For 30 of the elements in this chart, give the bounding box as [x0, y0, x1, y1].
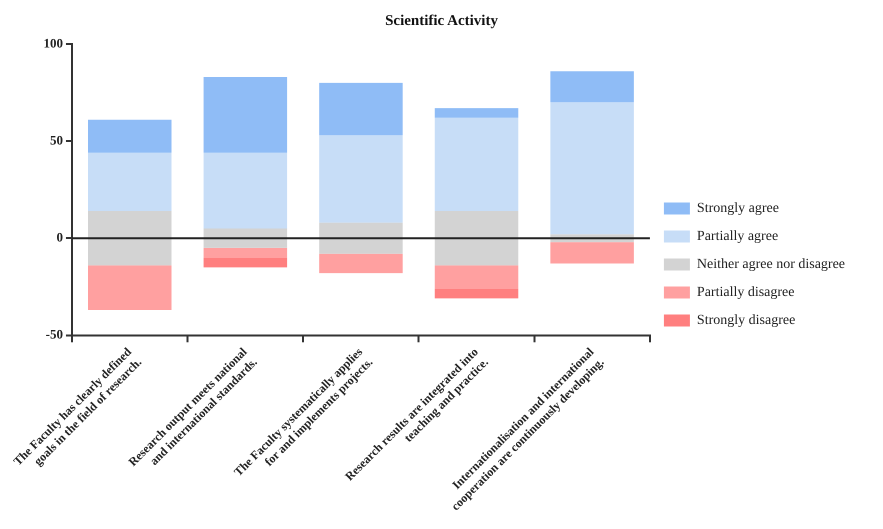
bar [204, 152, 288, 228]
bar [550, 71, 634, 102]
legend-label: Strongly agree [696, 201, 779, 216]
bar [204, 248, 288, 258]
bar [88, 265, 172, 310]
y-tick-label: 100 [43, 35, 63, 50]
y-tick-label: 0 [56, 230, 63, 245]
bar [434, 118, 518, 212]
bar [204, 77, 288, 153]
bar [204, 258, 288, 268]
bar [88, 120, 172, 153]
bar [550, 242, 634, 264]
bar [88, 152, 172, 212]
bar [434, 288, 518, 298]
chart-title: Scientific Activity [385, 12, 498, 29]
y-tick-label: -50 [46, 326, 63, 342]
bar [319, 254, 403, 274]
legend-label: Partially disagree [696, 285, 794, 300]
bar [434, 108, 518, 118]
bar [319, 135, 403, 223]
bar [319, 222, 403, 254]
bar [319, 82, 403, 136]
y-tick-label: 50 [50, 132, 63, 148]
legend-label: Partially agree [696, 229, 778, 244]
bar [550, 102, 634, 234]
legend-label: Strongly disagree [696, 313, 796, 328]
bar [88, 211, 172, 266]
bar [434, 211, 518, 266]
bar [434, 265, 518, 289]
legend-label: Neither agree nor disagree [696, 257, 846, 272]
